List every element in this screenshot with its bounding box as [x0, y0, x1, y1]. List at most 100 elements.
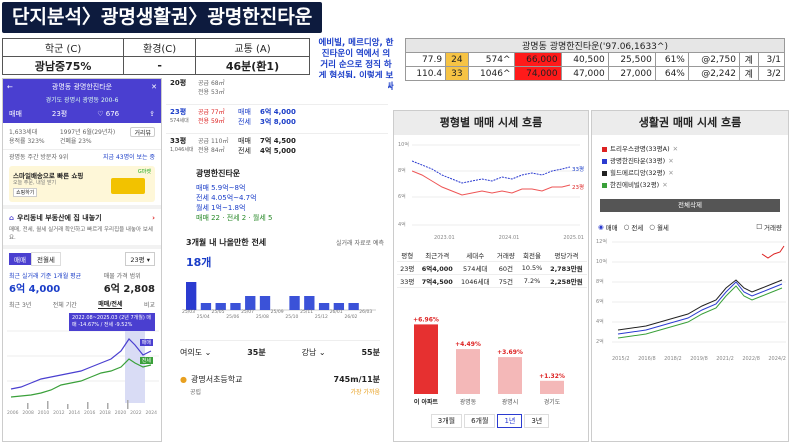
trade-tabs: 매매 전월세 23평 ▾ — [3, 245, 161, 269]
cell: 6억4,000 — [417, 261, 457, 275]
ad-banner[interactable]: 스마일배송으로 빠른 쇼핑 오늘 주문, 내일 받기 쇼핑하기 G마켓 — [9, 166, 155, 202]
radio-off-icon[interactable]: ○ — [623, 223, 630, 231]
delete-all-button[interactable]: 전체삭제 — [600, 199, 780, 212]
legend-swatch — [602, 146, 607, 152]
cell: 66,000 — [513, 52, 562, 67]
x-tick: 2022/8 — [742, 356, 760, 362]
period-6m[interactable]: 6개월 — [464, 414, 496, 428]
x-tick: 2008 — [22, 411, 34, 416]
trade-select[interactable]: 매매 — [9, 110, 22, 118]
rent-bar — [200, 303, 212, 310]
ad-button[interactable]: 쇼핑하기 — [13, 188, 38, 197]
cell: 7억4,500 — [417, 274, 457, 288]
period-tabs: 3개월 6개월 1년 3년 — [394, 414, 588, 430]
x-tick: 2012 — [53, 411, 65, 416]
like-icon[interactable]: ♡ 676 — [97, 110, 120, 118]
cell: 계 — [738, 66, 759, 81]
arrow-icon: › — [152, 214, 155, 222]
unit-py: 20평 — [170, 79, 187, 87]
x-tick: 2018/2 — [664, 356, 682, 362]
tab-sale[interactable]: 매매 — [9, 253, 31, 265]
school-note: 가장 가까움 — [350, 389, 380, 396]
x-tick: 2024.01 — [498, 235, 520, 241]
table-row: 110.4 33 1046^ 74,000 47,000 27,000 64% … — [404, 66, 786, 81]
cell: 110.4 — [404, 66, 447, 81]
type-label: 매매 — [238, 137, 251, 145]
rent-forecast-count: 18개 — [186, 256, 212, 269]
rent-bar — [215, 303, 226, 310]
cell: 7.2% — [518, 274, 546, 288]
ad-brand: G마켓 — [137, 169, 151, 175]
unit-supply: 공급 110㎡ — [198, 138, 229, 145]
radio-on-icon[interactable]: ◉ — [598, 223, 604, 231]
tab-rent[interactable]: 전월세 — [30, 252, 61, 266]
visit-rank: 광명동 주간 방문자 9위 — [9, 154, 69, 161]
y-tick: 6억 — [596, 299, 604, 305]
period-1y[interactable]: 1년 — [497, 414, 523, 428]
rent-tag: 전세 — [139, 357, 153, 364]
rp1-x-labels: 2023.01 2024.01 2025.01 — [434, 235, 584, 241]
sell-block[interactable]: ⌂ 우리동네 부동산에 집 내놓기 › 매매, 전세, 월세 실거래 확인하고 빠르… — [3, 205, 161, 245]
cell: 61% — [654, 52, 689, 67]
rent-bar — [289, 296, 300, 310]
cell: 2,783만원 — [545, 261, 587, 275]
info1: 1,633세대 — [9, 129, 38, 136]
unit-row[interactable]: 23평 574세대 공급 77㎡ 전용 59㎡ 매매 전세 6억 4,000 3억 8,… — [166, 104, 388, 129]
period-3y[interactable]: 3년 — [524, 414, 550, 428]
series-33-line — [412, 160, 571, 184]
share-icon[interactable]: ⇪ — [149, 110, 155, 118]
tab-sale-rent[interactable]: 매매/전세 — [98, 301, 123, 309]
back-icon[interactable]: ← — [7, 83, 13, 91]
x-tick: 2024 — [145, 411, 157, 416]
y-tick: 8억 — [596, 279, 604, 285]
series-hanjin-line — [617, 281, 783, 335]
school-row[interactable]: ● 광명서초등학교 745m/11분 공립 가장 가까움 — [180, 374, 380, 396]
area-price-panel: 생활권 매매 시세 흐름 트리우스광명(33평A) ✕ 광명한진타운(33평) ✕ … — [591, 110, 789, 442]
rent-bar-label: 25/03 — [182, 310, 195, 315]
unit-count: 1,046세대 — [170, 147, 194, 153]
sale-line — [10, 338, 152, 390]
price-history-chart: 2022.08~2025.03 (2년 7개월) 매매 -14.67% / 전세… — [7, 311, 159, 411]
unit-row[interactable]: 33평 1,046세대 공급 110㎡ 전용 84㎡ 매매 전세 7억 4,500 4억… — [166, 133, 388, 158]
series-23-line — [412, 170, 571, 196]
commute-dest-1[interactable]: 여의도 ⌄ — [180, 348, 212, 357]
commute-dest-2[interactable]: 강남 ⌄ — [301, 348, 326, 357]
rent-bar-label: 25/04 — [196, 315, 210, 320]
remove-icon[interactable]: ✕ — [668, 169, 674, 177]
viewers[interactable]: 지금 43명이 보는 중 — [103, 154, 155, 161]
size-select[interactable]: 23평 — [51, 110, 68, 118]
rent-bar — [245, 296, 256, 310]
period-3m[interactable]: 3개월 — [430, 414, 463, 428]
series-merdian-line — [617, 279, 783, 331]
radio-off-icon[interactable]: ○ — [649, 223, 655, 231]
remove-icon[interactable]: ✕ — [662, 181, 668, 189]
complex-name: 광명한진타운 — [196, 169, 241, 178]
size-table: 평형 최근가격 세대수 거래량 회전율 평당가격 23평 6억4,000 574세대 60건 10… — [397, 249, 587, 288]
tab-all[interactable]: 전체 기간 — [52, 301, 77, 309]
tab-3y[interactable]: 최근 3년 — [9, 301, 32, 309]
unit-row[interactable]: 20평 공급 68㎡ 전용 53㎡ — [166, 78, 388, 96]
remove-icon[interactable]: ✕ — [668, 157, 674, 165]
type-label: 매매 — [238, 108, 251, 116]
x-tick: 2010 — [37, 411, 50, 416]
cell: 24 — [445, 52, 469, 67]
rent-bar-label: 25/05 — [211, 310, 225, 315]
pct-category: 이 아파트 — [414, 398, 439, 406]
x-tick: 2023.01 — [434, 235, 455, 241]
size-dropdown[interactable]: 23평 ▾ — [125, 252, 155, 266]
cell: 2,258만원 — [545, 274, 587, 288]
like-count: 676 — [105, 110, 120, 118]
price: 6억 4,000 — [260, 108, 296, 116]
info2: 1997년 6월(29년차) — [59, 129, 116, 136]
street-view-button[interactable]: 거리뷰 — [130, 127, 155, 137]
checkbox-icon[interactable]: ☐ — [756, 223, 763, 231]
close-icon[interactable]: ✕ — [151, 83, 157, 91]
tab-compare[interactable]: 비교 — [143, 301, 155, 309]
x-years: 2006 2008 2010 2012 2014 2016 2018 2020 2022 2024 — [3, 411, 161, 416]
school-dot-icon: ● — [180, 375, 187, 384]
remove-icon[interactable]: ✕ — [672, 145, 679, 153]
legend-item: 한진에비빌(32평) — [610, 181, 660, 189]
pct-category: 경기도 — [544, 398, 561, 406]
volume-check: 거래량 — [764, 224, 782, 232]
table-row: 23평 6억4,000 574세대 60건 10.5% 2,783만원 — [397, 261, 587, 275]
